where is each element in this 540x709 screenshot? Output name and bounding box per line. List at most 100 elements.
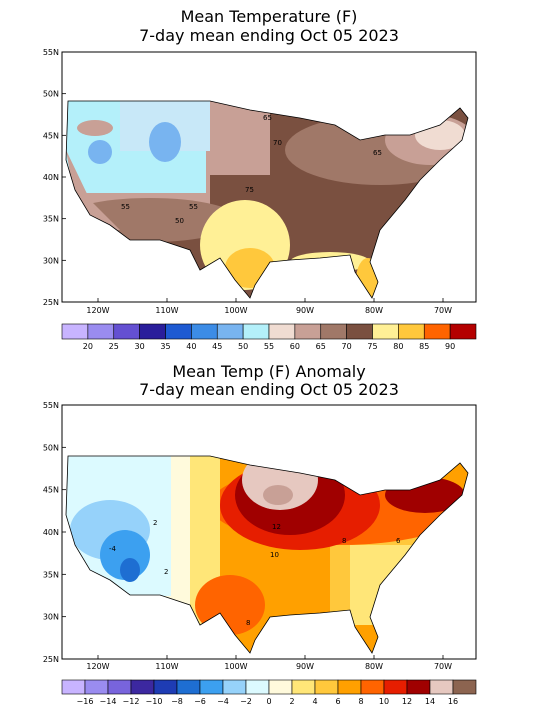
colorbar-label: 30 bbox=[135, 342, 145, 351]
lat-label: 45N bbox=[43, 486, 59, 495]
colorbar-label: −8 bbox=[171, 697, 183, 706]
colorbar-label: 40 bbox=[186, 342, 196, 351]
colorbar-label: 80 bbox=[393, 342, 403, 351]
map-panel: Mean Temperature (F) 7-day mean ending O… bbox=[61, 7, 477, 303]
colorbar-label: 60 bbox=[290, 342, 300, 351]
lon-label: 90W bbox=[296, 306, 314, 315]
colorbar-label: 45 bbox=[212, 342, 222, 351]
lat-label: 35N bbox=[43, 570, 59, 579]
colorbar-box bbox=[87, 323, 115, 340]
colorbar-label: 8 bbox=[358, 697, 363, 706]
colorbar-box bbox=[398, 323, 425, 340]
colorbar-label: −14 bbox=[100, 697, 117, 706]
lon-label: 100W bbox=[224, 306, 247, 315]
colorbar-box bbox=[216, 323, 244, 340]
colorbar-label: 20 bbox=[83, 342, 93, 351]
panel-subtitle: 7-day mean ending Oct 05 2023 bbox=[139, 380, 399, 399]
colorbar-label: 6 bbox=[335, 697, 340, 706]
colorbar-box bbox=[429, 679, 454, 695]
colorbar-box bbox=[314, 679, 339, 695]
colorbar-box bbox=[268, 323, 296, 340]
colorbar-box bbox=[242, 323, 270, 340]
contour-label: 8 bbox=[246, 619, 250, 627]
colorbar-label: −12 bbox=[123, 697, 140, 706]
lat-label: 50N bbox=[43, 90, 59, 99]
colorbar-box bbox=[245, 679, 270, 695]
colorbar-box bbox=[291, 679, 316, 695]
colorbar-label: 85 bbox=[419, 342, 429, 351]
lat-label: 40N bbox=[43, 173, 59, 182]
map-panel: Mean Temp (F) Anomaly 7-day mean ending … bbox=[61, 362, 477, 660]
colorbar-label: 90 bbox=[445, 342, 455, 351]
colorbar-box bbox=[130, 679, 155, 695]
colorbar-label: 65 bbox=[316, 342, 326, 351]
lon-label: 110W bbox=[155, 306, 178, 315]
colorbar-box bbox=[449, 323, 477, 340]
colorbar-box bbox=[107, 679, 132, 695]
lat-label: 55N bbox=[43, 401, 59, 410]
colorbar-box bbox=[268, 679, 293, 695]
colorbar-box bbox=[165, 323, 192, 340]
colorbar-label: 25 bbox=[109, 342, 119, 351]
contour-label: 6 bbox=[396, 537, 401, 545]
contour-label: 12 bbox=[272, 523, 281, 531]
colorbar-box bbox=[294, 323, 322, 340]
colorbar-box bbox=[153, 679, 178, 695]
colorbar-box bbox=[113, 323, 140, 340]
colorbar-label: −16 bbox=[77, 697, 94, 706]
colorbar-box bbox=[61, 679, 86, 695]
colorbar-label: 2 bbox=[289, 697, 294, 706]
lat-label: 40N bbox=[43, 528, 59, 537]
colorbar-label: 50 bbox=[238, 342, 248, 351]
colorbar-label: 35 bbox=[160, 342, 170, 351]
contour-label: -4 bbox=[109, 545, 117, 553]
colorbar-label: −10 bbox=[146, 697, 163, 706]
lat-label: 45N bbox=[43, 131, 59, 140]
lon-label: 120W bbox=[86, 662, 109, 671]
colorbar-label: 4 bbox=[312, 697, 317, 706]
contour-label: 55 bbox=[189, 203, 198, 211]
colorbar-label: 12 bbox=[402, 697, 412, 706]
contour-label: 75 bbox=[245, 186, 254, 194]
colorbar-label: 55 bbox=[264, 342, 274, 351]
colorbar-box bbox=[337, 679, 362, 695]
colorbar-box bbox=[360, 679, 385, 695]
colorbar-box bbox=[61, 323, 89, 340]
colorbar-box bbox=[139, 323, 166, 340]
lon-label: 70W bbox=[434, 662, 452, 671]
colorbar-box bbox=[84, 679, 109, 695]
contour-label: 8 bbox=[342, 537, 346, 545]
colorbar-label: −6 bbox=[194, 697, 206, 706]
panel-title: Mean Temperature (F) bbox=[181, 7, 358, 26]
contour-label: 55 bbox=[121, 203, 130, 211]
colorbar-box bbox=[346, 323, 373, 340]
panel-title: Mean Temp (F) Anomaly bbox=[172, 362, 365, 381]
colorbar-label: 0 bbox=[266, 697, 271, 706]
contour-label: 50 bbox=[175, 217, 184, 225]
contour-label: 2 bbox=[153, 519, 157, 527]
lat-label: 55N bbox=[43, 48, 59, 57]
lat-label: 25N bbox=[43, 298, 59, 307]
lat-label: 50N bbox=[43, 443, 59, 452]
lon-label: 80W bbox=[365, 306, 383, 315]
colorbar-label: 10 bbox=[379, 697, 389, 706]
colorbar-box bbox=[383, 679, 408, 695]
colorbar-box bbox=[372, 323, 399, 340]
colorbar-label: 70 bbox=[342, 342, 352, 351]
colorbar-label: 14 bbox=[425, 697, 435, 706]
contour-label: 65 bbox=[263, 114, 272, 122]
lat-label: 30N bbox=[43, 256, 59, 265]
colorbar-box bbox=[191, 323, 218, 340]
colorbar-box bbox=[199, 679, 224, 695]
lat-label: 25N bbox=[43, 655, 59, 664]
colorbar-label: −2 bbox=[240, 697, 252, 706]
lat-label: 35N bbox=[43, 215, 59, 224]
lon-label: 110W bbox=[155, 662, 178, 671]
contour-label: 10 bbox=[270, 551, 279, 559]
lon-label: 120W bbox=[86, 306, 109, 315]
colorbar-box bbox=[452, 679, 477, 695]
colorbar-box bbox=[423, 323, 451, 340]
colorbar-label: 75 bbox=[367, 342, 377, 351]
colorbar-label: −4 bbox=[217, 697, 229, 706]
